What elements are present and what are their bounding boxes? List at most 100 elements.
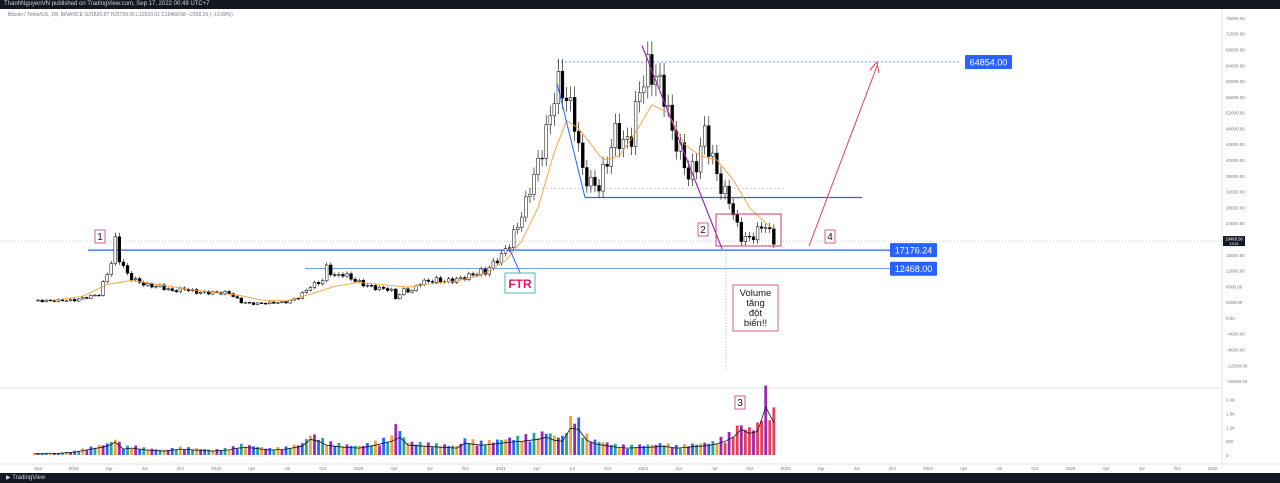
volume-bar: [191, 449, 194, 455]
volume-bar: [154, 449, 158, 455]
volume-bar: [548, 433, 552, 455]
candle: [410, 290, 414, 293]
candle: [325, 264, 329, 281]
candle: [386, 288, 390, 291]
candle: [247, 302, 252, 304]
consolidation-box: [715, 213, 782, 247]
volume-bar: [223, 447, 227, 455]
candle: [280, 301, 284, 303]
candle: [40, 299, 44, 303]
volume-bar: [276, 447, 280, 455]
candle: [495, 260, 500, 264]
candle: [764, 227, 768, 229]
candle: [577, 131, 581, 144]
volume-bar: [487, 439, 491, 455]
volume-bar: [654, 444, 658, 455]
time-tick-label: Jul: [284, 466, 290, 471]
candle: [479, 268, 483, 275]
time-tick-label: Apr: [533, 466, 541, 471]
volume-bar: [723, 442, 727, 455]
candle: [129, 272, 134, 281]
candle: [642, 86, 646, 93]
level-tag-17176: 17176.24: [890, 243, 937, 258]
level-tag-17176-bg: [890, 243, 937, 258]
volume-bar: [231, 446, 235, 455]
time-tick-label: Jul: [142, 466, 148, 471]
candle: [77, 298, 81, 302]
candle: [662, 74, 666, 107]
volume-bar: [739, 425, 743, 455]
candle: [581, 142, 585, 168]
candle: [735, 214, 739, 223]
time-tick-label: Apr: [675, 466, 683, 471]
volume-bar: [272, 449, 276, 455]
volume-bar: [536, 438, 540, 455]
volume-bar: [650, 444, 654, 455]
price-chart[interactable]: 76000.0072000.0068000.0064000.0060000.00…: [0, 9, 1280, 473]
candle: [609, 147, 613, 167]
volume-bar: [199, 449, 203, 455]
candle: [398, 294, 402, 299]
candle: [239, 297, 243, 304]
time-tick-label: Oct: [1174, 466, 1182, 471]
volume-bar: [382, 437, 385, 455]
volume-bar: [463, 438, 467, 455]
candle: [296, 298, 300, 300]
volume-bar: [101, 445, 105, 455]
footer-bar: [0, 473, 1280, 483]
volume-bar: [248, 445, 251, 455]
candle: [536, 157, 540, 175]
volume-bar: [235, 448, 239, 455]
candle: [666, 104, 670, 107]
candle: [211, 291, 215, 295]
volume-bar: [40, 453, 44, 455]
candle: [491, 260, 495, 269]
candle: [568, 97, 573, 101]
time-tick-label: Apr: [106, 466, 114, 471]
candle: [288, 299, 292, 304]
volume-bar: [321, 437, 325, 455]
volume-bar: [56, 452, 60, 455]
volume-note-line: biến!!: [744, 318, 767, 329]
volume-bar: [215, 449, 219, 455]
candle: [264, 303, 268, 305]
candle: [373, 285, 378, 290]
candle: [121, 261, 126, 266]
candle: [727, 185, 731, 204]
candle: [377, 286, 382, 290]
candle: [438, 277, 443, 283]
time-tick-label: Oct: [604, 466, 612, 471]
time-tick-label: 2024: [923, 466, 934, 471]
volume-bar: [264, 448, 268, 455]
volume-bar: [512, 440, 516, 455]
volume-bar: [581, 437, 585, 455]
volume-bar: [414, 444, 418, 455]
candle: [499, 253, 504, 264]
volume-bar: [479, 440, 483, 455]
time-tick-label: Jul: [1139, 466, 1145, 471]
volume-bar: [768, 420, 772, 455]
volume-bar: [772, 407, 776, 455]
volume-bar: [268, 447, 272, 455]
price-tick-label: 4000.00: [1226, 300, 1243, 305]
time-tick-label: Jul: [854, 466, 860, 471]
price-tick-label: 68000.00: [1226, 48, 1245, 53]
volume-bar: [170, 447, 174, 455]
volume-bar: [642, 446, 646, 455]
candle: [512, 229, 516, 248]
candle: [520, 216, 524, 228]
price-tick-label: 64000.00: [1226, 63, 1245, 68]
price-tick-label: 60000.00: [1226, 79, 1245, 84]
volume-bar: [203, 449, 207, 455]
candle: [625, 136, 630, 140]
volume-bar: [622, 444, 625, 455]
volume-bar: [73, 450, 77, 455]
candle: [255, 302, 260, 305]
candle: [284, 301, 288, 304]
candle: [44, 299, 48, 303]
candle: [597, 185, 601, 192]
candle: [703, 125, 707, 147]
volume-bar: [532, 432, 536, 455]
volume-bar: [32, 453, 36, 455]
candle: [507, 247, 512, 249]
